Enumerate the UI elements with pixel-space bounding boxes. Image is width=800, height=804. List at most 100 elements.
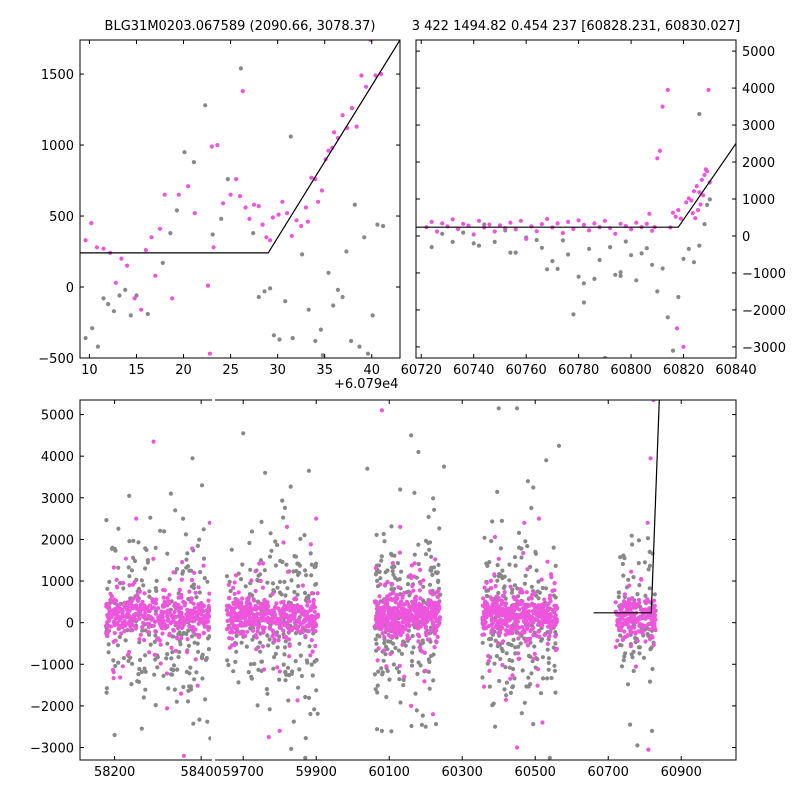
data-point-gray — [373, 687, 378, 692]
data-point-magenta — [432, 645, 437, 650]
data-point-gray — [396, 648, 402, 653]
data-point-magenta — [531, 611, 536, 616]
data-point-magenta — [422, 608, 427, 613]
data-point-magenta — [676, 208, 681, 213]
x-tick-label: 25 — [222, 363, 239, 378]
data-point-gray — [420, 713, 425, 718]
data-point-gray — [427, 659, 432, 665]
data-point-magenta — [548, 572, 554, 577]
data-point-magenta — [288, 616, 293, 621]
data-point-magenta — [435, 607, 440, 612]
data-point-magenta — [592, 221, 597, 226]
data-point-gray — [111, 309, 116, 314]
data-point-magenta — [539, 222, 545, 227]
data-point-magenta — [201, 630, 206, 636]
data-point-magenta — [402, 617, 407, 622]
data-point-magenta — [386, 632, 391, 637]
data-point-gray — [295, 561, 300, 566]
data-point-gray — [127, 539, 132, 544]
data-point-magenta — [122, 603, 127, 609]
data-point-magenta — [276, 638, 281, 643]
data-point-magenta — [392, 630, 397, 636]
data-point-gray — [293, 659, 298, 664]
data-point-magenta — [428, 590, 433, 595]
data-point-magenta — [461, 221, 466, 226]
data-point-magenta — [193, 657, 198, 662]
data-point-gray — [500, 568, 505, 573]
data-point-gray — [275, 645, 280, 650]
data-point-gray — [642, 560, 648, 565]
data-point-magenta — [502, 590, 507, 595]
data-point-magenta — [308, 607, 313, 613]
data-point-magenta — [308, 542, 313, 547]
data-point-magenta — [162, 588, 167, 593]
data-point-magenta — [545, 216, 550, 222]
data-point-magenta — [171, 570, 176, 575]
data-point-magenta — [693, 216, 698, 221]
data-point-magenta — [481, 632, 487, 637]
data-point-gray — [621, 658, 626, 663]
data-point-magenta — [397, 550, 402, 555]
data-point-gray — [186, 628, 191, 633]
data-point-magenta — [237, 194, 243, 199]
data-point-gray — [243, 584, 248, 589]
data-point-gray — [497, 678, 502, 684]
data-point-magenta — [690, 211, 695, 216]
data-point-magenta — [227, 636, 232, 641]
data-point-magenta — [420, 611, 425, 616]
data-point-magenta — [239, 601, 244, 606]
data-point-magenta — [281, 599, 286, 604]
data-point-gray — [553, 563, 558, 569]
data-point-gray — [286, 698, 291, 703]
data-point-gray — [523, 539, 528, 544]
data-point-magenta — [180, 625, 185, 630]
data-point-gray — [189, 634, 194, 639]
y-tick-label: 5000 — [41, 409, 74, 424]
data-point-gray — [174, 208, 179, 213]
data-point-gray — [686, 246, 691, 251]
data-point-gray — [429, 554, 434, 559]
data-point-gray — [411, 645, 416, 650]
data-point-magenta — [602, 218, 608, 223]
data-point-magenta — [111, 565, 116, 570]
data-point-magenta — [670, 210, 676, 215]
data-point-magenta — [137, 616, 142, 621]
data-point-gray — [180, 571, 185, 576]
data-point-magenta — [646, 613, 651, 618]
data-point-gray — [528, 654, 533, 659]
data-point-gray — [187, 684, 192, 689]
data-point-magenta — [373, 566, 378, 571]
data-point-magenta — [498, 612, 503, 618]
data-point-magenta — [511, 603, 516, 608]
data-point-gray — [649, 728, 655, 734]
data-point-gray — [647, 679, 653, 684]
data-point-magenta — [635, 638, 640, 644]
data-point-gray — [498, 656, 503, 662]
data-point-gray — [265, 691, 270, 696]
data-point-magenta — [627, 583, 632, 588]
y-tick-label: 1500 — [41, 68, 74, 83]
data-point-magenta — [359, 73, 364, 78]
data-point-gray — [259, 519, 264, 525]
data-point-gray — [405, 582, 411, 587]
data-point-magenta — [253, 588, 258, 594]
data-point-magenta — [135, 598, 141, 604]
data-point-magenta — [179, 592, 184, 598]
data-point-magenta — [424, 620, 429, 625]
data-point-gray — [140, 628, 145, 633]
data-point-magenta — [530, 601, 535, 606]
data-point-magenta — [423, 626, 429, 631]
data-point-magenta — [628, 644, 634, 649]
data-point-magenta — [262, 667, 267, 672]
data-point-gray — [314, 688, 319, 693]
y-tick-label: 0 — [66, 281, 74, 296]
data-point-gray — [618, 633, 623, 638]
data-point-gray — [248, 662, 253, 667]
data-point-gray — [246, 670, 251, 675]
data-point-magenta — [247, 216, 252, 221]
data-point-gray — [503, 665, 508, 670]
data-point-magenta — [287, 654, 292, 659]
data-point-gray — [302, 568, 308, 573]
data-point-magenta — [419, 602, 424, 608]
